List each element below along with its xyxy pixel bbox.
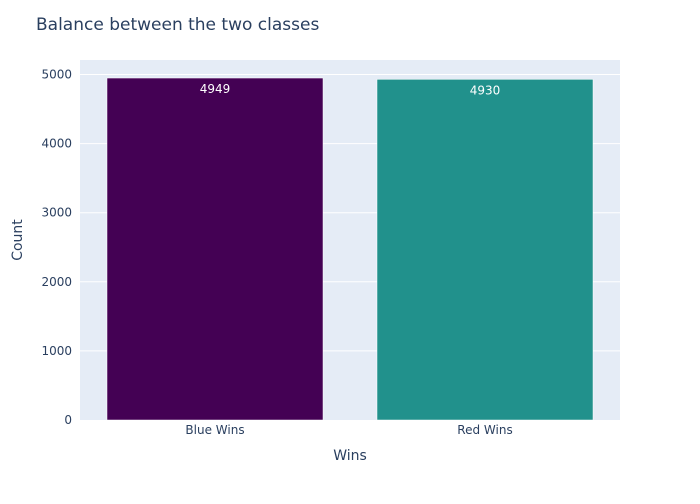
y-axis-label: Count	[10, 219, 26, 261]
x-axis-label: Wins	[333, 448, 367, 464]
x-tick-label: Red Wins	[457, 423, 512, 437]
bar-red-wins	[376, 79, 594, 421]
y-axis-ticks: 0 1000 2000 3000 4000 5000	[41, 68, 72, 427]
y-tick-label: 0	[64, 413, 72, 427]
y-tick-label: 4000	[41, 137, 72, 151]
y-tick-label: 1000	[41, 344, 72, 358]
y-tick-label: 2000	[41, 275, 72, 289]
data-label: 4930	[470, 83, 501, 97]
data-label: 4949	[200, 82, 231, 96]
data-labels: 4949 4930	[200, 82, 501, 97]
y-tick-label: 3000	[41, 206, 72, 220]
bar-blue-wins	[106, 77, 324, 421]
bars	[106, 77, 594, 421]
chart-title: Balance between the two classes	[36, 15, 319, 35]
x-tick-label: Blue Wins	[185, 423, 244, 437]
y-tick-label: 5000	[41, 68, 72, 82]
x-axis-ticks: Blue Wins Red Wins	[185, 423, 512, 437]
